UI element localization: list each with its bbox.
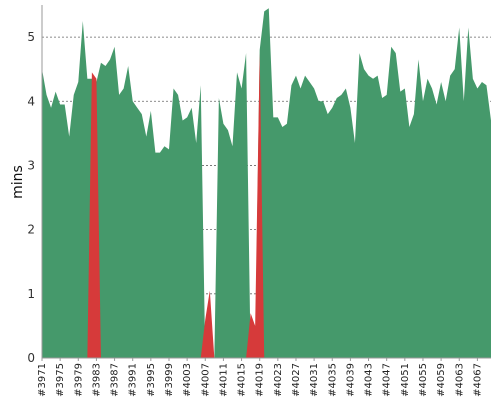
x-tick-label: #3983 — [91, 363, 102, 397]
y-tick-label-3: 3 — [27, 158, 35, 172]
y-axis-ticks: 0 1 2 3 4 5 — [27, 30, 35, 365]
axes — [41, 5, 491, 359]
y-tick-label-0: 0 — [27, 351, 35, 365]
x-tick-label: #4027 — [291, 363, 302, 397]
x-tick-label: #3991 — [128, 363, 139, 397]
x-axis-ticks: #3971 #3975 #3979 #3983 #3987 #3991 #3995 #3999… — [37, 358, 483, 397]
y-tick-label-1: 1 — [27, 287, 35, 301]
x-tick-label: #4031 — [309, 363, 320, 397]
x-tick-label: #3999 — [164, 363, 175, 397]
x-tick-label: #3979 — [73, 363, 84, 397]
x-tick-label: #4063 — [454, 363, 465, 397]
x-tick-label: #4019 — [255, 363, 266, 397]
area-series-1 — [42, 8, 491, 359]
y-tick-label-5: 5 — [27, 30, 35, 44]
x-tick-label: #4023 — [273, 363, 284, 397]
x-tick-label: #4003 — [182, 363, 193, 397]
x-tick-label: #4015 — [237, 363, 248, 397]
y-tick-label-2: 2 — [27, 223, 35, 237]
x-tick-label: #4007 — [200, 363, 211, 397]
x-tick-label: #4035 — [327, 363, 338, 397]
y-tick-label-4: 4 — [27, 94, 35, 108]
area-series — [42, 8, 491, 359]
x-tick-label: #4051 — [400, 363, 411, 397]
x-tick-label: #4047 — [382, 363, 393, 397]
x-tick-label: #4043 — [364, 363, 375, 397]
x-tick-label: #3971 — [37, 363, 48, 397]
x-tick-label: #3987 — [110, 363, 121, 397]
x-tick-label: #4039 — [345, 363, 356, 397]
y-axis-label: mins — [10, 165, 26, 199]
x-tick-label: #4059 — [436, 363, 447, 397]
x-tick-label: #4011 — [218, 363, 229, 397]
x-tick-label: #4067 — [472, 363, 483, 397]
x-tick-label: #3995 — [146, 363, 157, 397]
x-tick-label: #3975 — [55, 363, 66, 397]
x-tick-label: #4055 — [418, 363, 429, 397]
